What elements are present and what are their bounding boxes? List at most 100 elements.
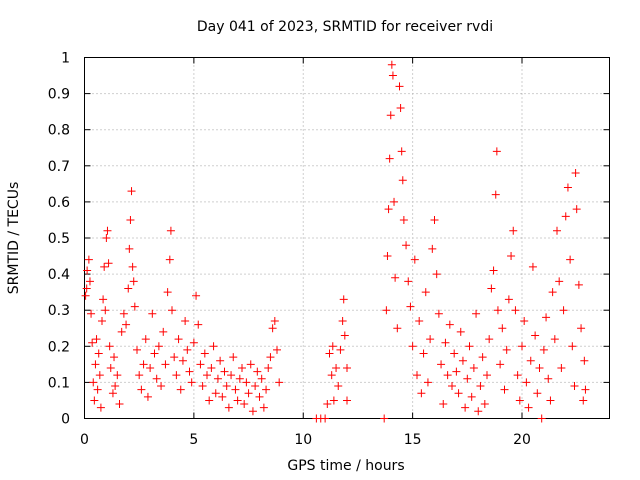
data-point-marker — [115, 400, 124, 409]
data-point-marker — [233, 396, 242, 405]
data-point-marker — [533, 389, 542, 398]
data-point-marker — [526, 356, 535, 365]
data-point-marker — [520, 317, 529, 326]
data-point-marker — [430, 215, 439, 224]
data-point-marker — [485, 335, 494, 344]
x-tick-label: 20 — [513, 432, 531, 448]
data-point-marker — [542, 313, 551, 322]
data-point-marker — [511, 306, 520, 315]
data-point-marker — [146, 363, 155, 372]
data-point-marker — [83, 266, 92, 275]
data-point-marker — [231, 385, 240, 394]
data-point-marker — [98, 317, 106, 326]
data-point-marker — [443, 371, 452, 380]
data-point-marker — [385, 154, 394, 163]
data-point-marker — [393, 324, 402, 333]
data-point-marker — [483, 371, 491, 380]
y-tick-label: 0.2 — [48, 339, 70, 355]
data-point-marker — [386, 111, 395, 120]
data-point-marker — [563, 183, 572, 192]
data-point-marker — [81, 291, 90, 300]
data-point-marker — [187, 378, 196, 387]
x-tick-label: 0 — [80, 432, 89, 448]
data-point-marker — [387, 60, 396, 69]
y-tick-label: 0.9 — [48, 87, 70, 103]
data-point-marker — [467, 392, 476, 401]
data-point-marker — [185, 367, 194, 376]
data-point-marker — [383, 252, 392, 261]
data-point-marker — [172, 371, 181, 380]
data-point-marker — [181, 317, 190, 326]
data-point-marker — [133, 345, 141, 354]
data-point-marker — [174, 335, 183, 344]
data-point-marker — [550, 335, 559, 344]
data-point-marker — [544, 374, 553, 383]
data-point-marker — [509, 226, 518, 235]
data-point-marker — [498, 324, 507, 333]
data-point-marker — [165, 255, 174, 264]
data-point-marker — [518, 342, 526, 351]
data-point-marker — [408, 342, 417, 351]
axis-ticks: 00.10.20.30.40.50.60.70.80.910 5 10 15 20 — [48, 51, 610, 448]
data-point-marker — [96, 403, 105, 412]
data-point-marker — [415, 317, 424, 326]
data-point-marker — [248, 407, 257, 416]
data-point-marker — [502, 345, 511, 354]
data-point-marker — [102, 234, 111, 242]
data-point-marker — [113, 371, 122, 380]
data-point-marker — [139, 360, 148, 369]
data-point-marker — [91, 360, 100, 369]
data-point-marker — [246, 360, 255, 369]
data-point-marker — [325, 349, 334, 358]
data-point-marker — [218, 392, 227, 401]
data-point-marker — [253, 367, 262, 376]
data-point-marker — [84, 255, 93, 264]
data-point-marker — [196, 360, 205, 369]
y-axis-label: SRMTID / TECUs — [6, 182, 22, 295]
data-point-marker — [465, 342, 474, 351]
data-point-marker — [478, 353, 487, 362]
data-point-marker — [496, 360, 505, 369]
data-point-marker — [148, 309, 157, 318]
data-point-marker — [154, 342, 163, 351]
data-point-marker — [103, 226, 112, 235]
data-point-marker — [423, 378, 432, 387]
data-point-marker — [220, 367, 229, 376]
data-point-marker — [452, 367, 461, 376]
data-point-marker — [579, 396, 588, 405]
data-point-marker — [137, 385, 146, 394]
data-point-marker — [159, 327, 168, 336]
data-point-marker — [126, 215, 135, 224]
data-point-marker — [390, 197, 399, 206]
data-point-marker — [504, 295, 513, 304]
data-point-marker — [101, 306, 110, 315]
data-point-marker — [117, 327, 126, 336]
data-point-marker — [266, 353, 275, 362]
data-point-marker — [323, 400, 332, 409]
data-point-marker — [135, 371, 144, 380]
data-point-marker — [566, 255, 575, 264]
data-point-marker — [450, 349, 459, 358]
data-point-marker — [445, 320, 454, 329]
x-tick-label: 5 — [189, 432, 198, 448]
data-point-marker — [553, 226, 561, 235]
data-point-marker — [388, 71, 397, 80]
data-point-marker — [391, 273, 400, 282]
data-point-marker — [531, 331, 540, 340]
data-point-marker — [572, 205, 581, 214]
data-point-marker — [439, 400, 448, 409]
data-point-marker — [343, 396, 351, 405]
data-point-marker — [472, 309, 481, 318]
data-point-marker — [537, 414, 546, 423]
data-point-marker — [493, 306, 502, 315]
data-point-marker — [507, 252, 516, 261]
y-tick-label: 0.4 — [48, 267, 70, 283]
data-point-marker — [122, 320, 131, 329]
data-point-marker — [216, 356, 225, 365]
data-point-marker — [469, 363, 478, 372]
data-point-marker — [222, 382, 231, 391]
chart-title: Day 041 of 2023, SRMTID for receiver rvd… — [197, 19, 493, 35]
data-point-marker — [513, 371, 522, 380]
data-point-marker — [480, 400, 489, 409]
